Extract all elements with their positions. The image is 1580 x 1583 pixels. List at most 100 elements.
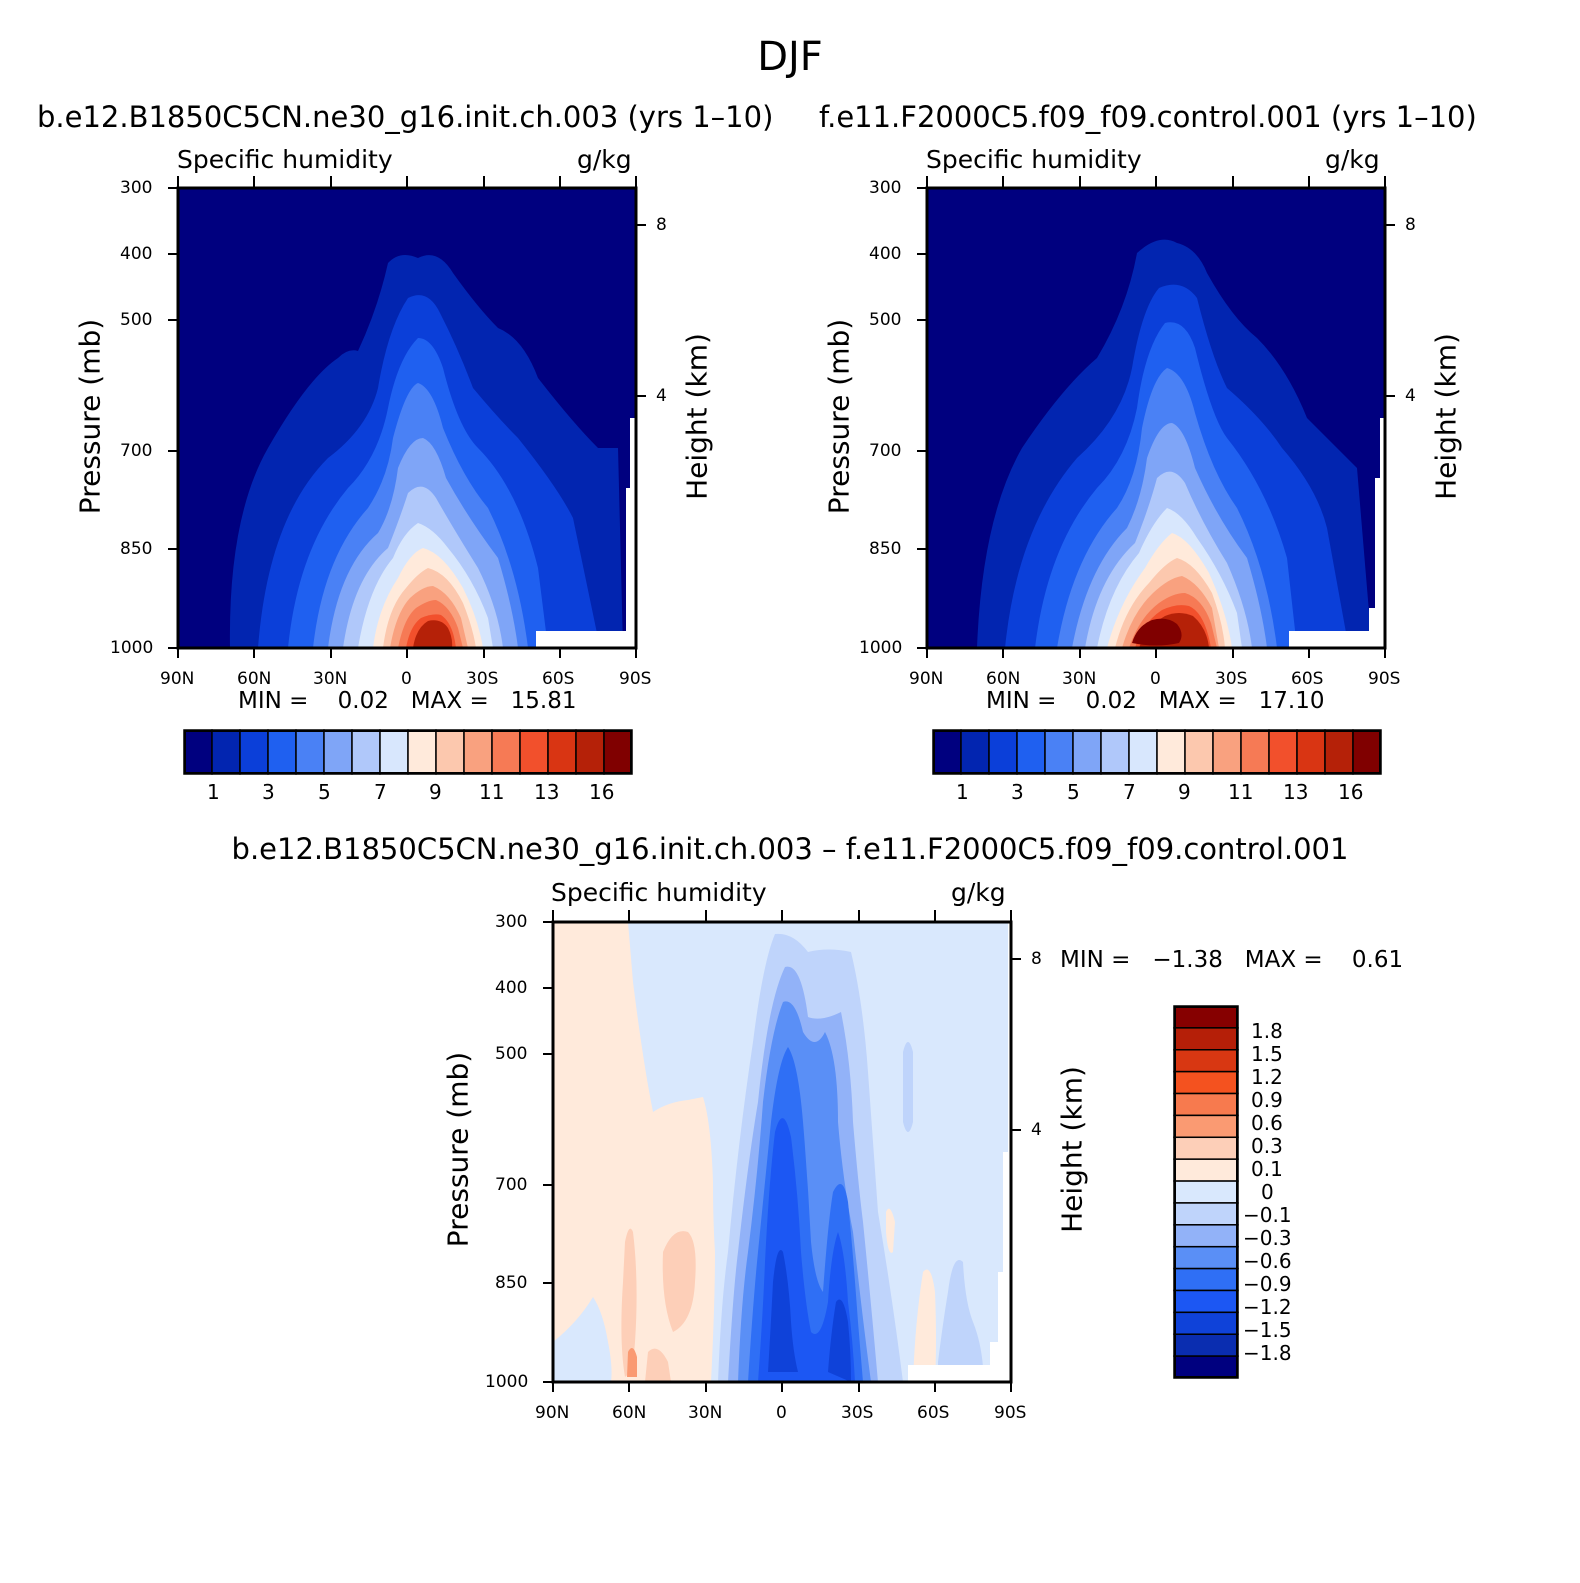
diff-variable-label: Specific humidity (551, 878, 767, 907)
left-cb-swatch-5 (295, 729, 325, 775)
left-cb-swatch-12 (491, 729, 521, 775)
diff-fill-neg01-bl (553, 1297, 612, 1382)
diff-cb-label-15: −1.8 (1243, 1341, 1292, 1365)
diff-ytick-400: 400 (495, 978, 528, 998)
right-axes-frame (917, 176, 1395, 658)
diff-cb-swatch-14 (1173, 1289, 1239, 1314)
left-cb-label-16: 16 (589, 780, 615, 804)
left-variable-label: Specific humidity (177, 145, 393, 174)
left-cb-label-11: 11 (479, 780, 505, 804)
left-cb-swatch-11 (463, 729, 493, 775)
diff-cb-swatch-5 (1173, 1092, 1239, 1117)
right-cb-label-11: 11 (1228, 780, 1254, 804)
left-missing-data (536, 631, 626, 648)
diff-fill-neg18b (828, 1299, 851, 1382)
right-cb-label-9: 9 (1178, 780, 1191, 804)
left-ytick-500: 500 (120, 310, 153, 330)
diff-colorbar (1173, 1005, 1239, 1379)
left-xtick-60n: 60N (237, 669, 272, 689)
left-units-label: g/kg (577, 145, 632, 174)
left-ytick-400: 400 (120, 244, 153, 264)
diff-fill-neg-strip (903, 1042, 913, 1132)
right-cb-swatch-14 (1296, 729, 1326, 775)
right-ytick-400: 400 (869, 244, 902, 264)
left-cb-swatch-4 (267, 729, 297, 775)
left-xtick-30n: 30N (313, 669, 348, 689)
diff-fill-pos03b (662, 1231, 696, 1332)
diff-min-max: MIN = −1.38 MAX = 0.61 (1060, 947, 1404, 973)
left-cb-swatch-13 (519, 729, 549, 775)
diff-missing-data (908, 1365, 990, 1382)
right-ytick-700: 700 (869, 441, 902, 461)
diff-cb-label-1: 1.8 (1251, 1019, 1283, 1043)
diff-contour-plot (553, 922, 1011, 1382)
diff-units-label: g/kg (951, 878, 1006, 907)
right-cb-swatch-10 (1184, 729, 1214, 775)
right-cb-swatch-13 (1268, 729, 1298, 775)
diff-cb-swatch-10 (1173, 1202, 1239, 1226)
right-variable-label: Specific humidity (926, 145, 1142, 174)
diff-cb-label-9: −0.1 (1243, 1203, 1292, 1227)
left-y2tick-8: 8 (656, 215, 667, 235)
diff-xtick-90s: 90S (994, 1403, 1027, 1423)
left-ytick-850: 850 (120, 539, 153, 559)
diff-cb-swatch-8 (1173, 1158, 1239, 1182)
diff-fill-pos03c (645, 1348, 671, 1382)
right-xtick-30n: 30N (1062, 669, 1097, 689)
right-missing-data (1289, 631, 1369, 648)
diff-ytick-500: 500 (495, 1044, 528, 1064)
right-y-axis-title: Pressure (mb) (822, 318, 856, 515)
left-y2-axis-title: Height (km) (680, 333, 714, 500)
right-cb-swatch-7 (1100, 729, 1130, 775)
right-ytick-300: 300 (869, 178, 902, 198)
diff-missing-edge (990, 922, 1011, 1382)
diff-cb-swatch-6 (1173, 1114, 1239, 1139)
right-units-label: g/kg (1325, 145, 1380, 174)
diff-ytick-300: 300 (495, 912, 528, 932)
right-cb-swatch-15 (1324, 729, 1354, 775)
right-xtick-60n: 60N (986, 669, 1021, 689)
diff-cb-label-6: 0.3 (1251, 1134, 1283, 1158)
right-xtick-90s: 90S (1368, 669, 1401, 689)
left-xtick-60s: 60S (542, 669, 575, 689)
left-y-axis-title: Pressure (mb) (73, 318, 107, 515)
diff-fill-pos-right (913, 1269, 936, 1382)
left-cb-label-9: 9 (429, 780, 442, 804)
right-cb-label-7: 7 (1123, 780, 1136, 804)
diff-xtick-60n: 60N (612, 1403, 647, 1423)
diff-cb-swatch-2 (1173, 1027, 1239, 1051)
left-xtick-30s: 30S (466, 669, 499, 689)
right-cb-label-3: 3 (1011, 780, 1024, 804)
right-cb-swatch-5 (1044, 729, 1074, 775)
diff-cb-swatch-17 (1173, 1355, 1239, 1379)
diff-y2tick-4: 4 (1031, 1120, 1042, 1140)
left-cb-swatch-2 (211, 729, 241, 775)
diff-ytick-850: 850 (495, 1273, 528, 1293)
diff-cb-swatch-9 (1173, 1180, 1239, 1204)
left-cb-swatch-15 (575, 729, 605, 775)
diff-cb-swatch-13 (1173, 1267, 1239, 1292)
right-y2tick-8: 8 (1405, 215, 1416, 235)
left-min-max: MIN = 0.02 MAX = 15.81 (238, 688, 577, 714)
right-missing-edge (1369, 418, 1385, 648)
left-cb-label-13: 13 (534, 780, 560, 804)
left-cb-swatch-9 (407, 729, 437, 775)
left-cb-label-5: 5 (318, 780, 331, 804)
diff-axes-frame (543, 910, 1021, 1392)
right-cb-swatch-2 (960, 729, 990, 775)
diff-fill-pos03 (621, 1228, 637, 1377)
diff-xtick-90n: 90N (535, 1403, 570, 1423)
diff-cb-label-4: 0.9 (1251, 1088, 1283, 1112)
diff-fill-pos-strip (886, 1208, 895, 1253)
diff-y2tick-8: 8 (1031, 949, 1042, 969)
right-min-max: MIN = 0.02 MAX = 17.10 (986, 688, 1325, 714)
right-cb-swatch-9 (1156, 729, 1186, 775)
left-cb-swatch-3 (239, 729, 269, 775)
right-y2-axis-title: Height (km) (1429, 333, 1463, 500)
right-cb-swatch-12 (1240, 729, 1270, 775)
left-xtick-90n: 90N (160, 669, 195, 689)
left-cb-label-3: 3 (262, 780, 275, 804)
right-cb-swatch-16 (1352, 729, 1382, 775)
left-cb-swatch-10 (435, 729, 465, 775)
right-xtick-30s: 30S (1215, 669, 1248, 689)
